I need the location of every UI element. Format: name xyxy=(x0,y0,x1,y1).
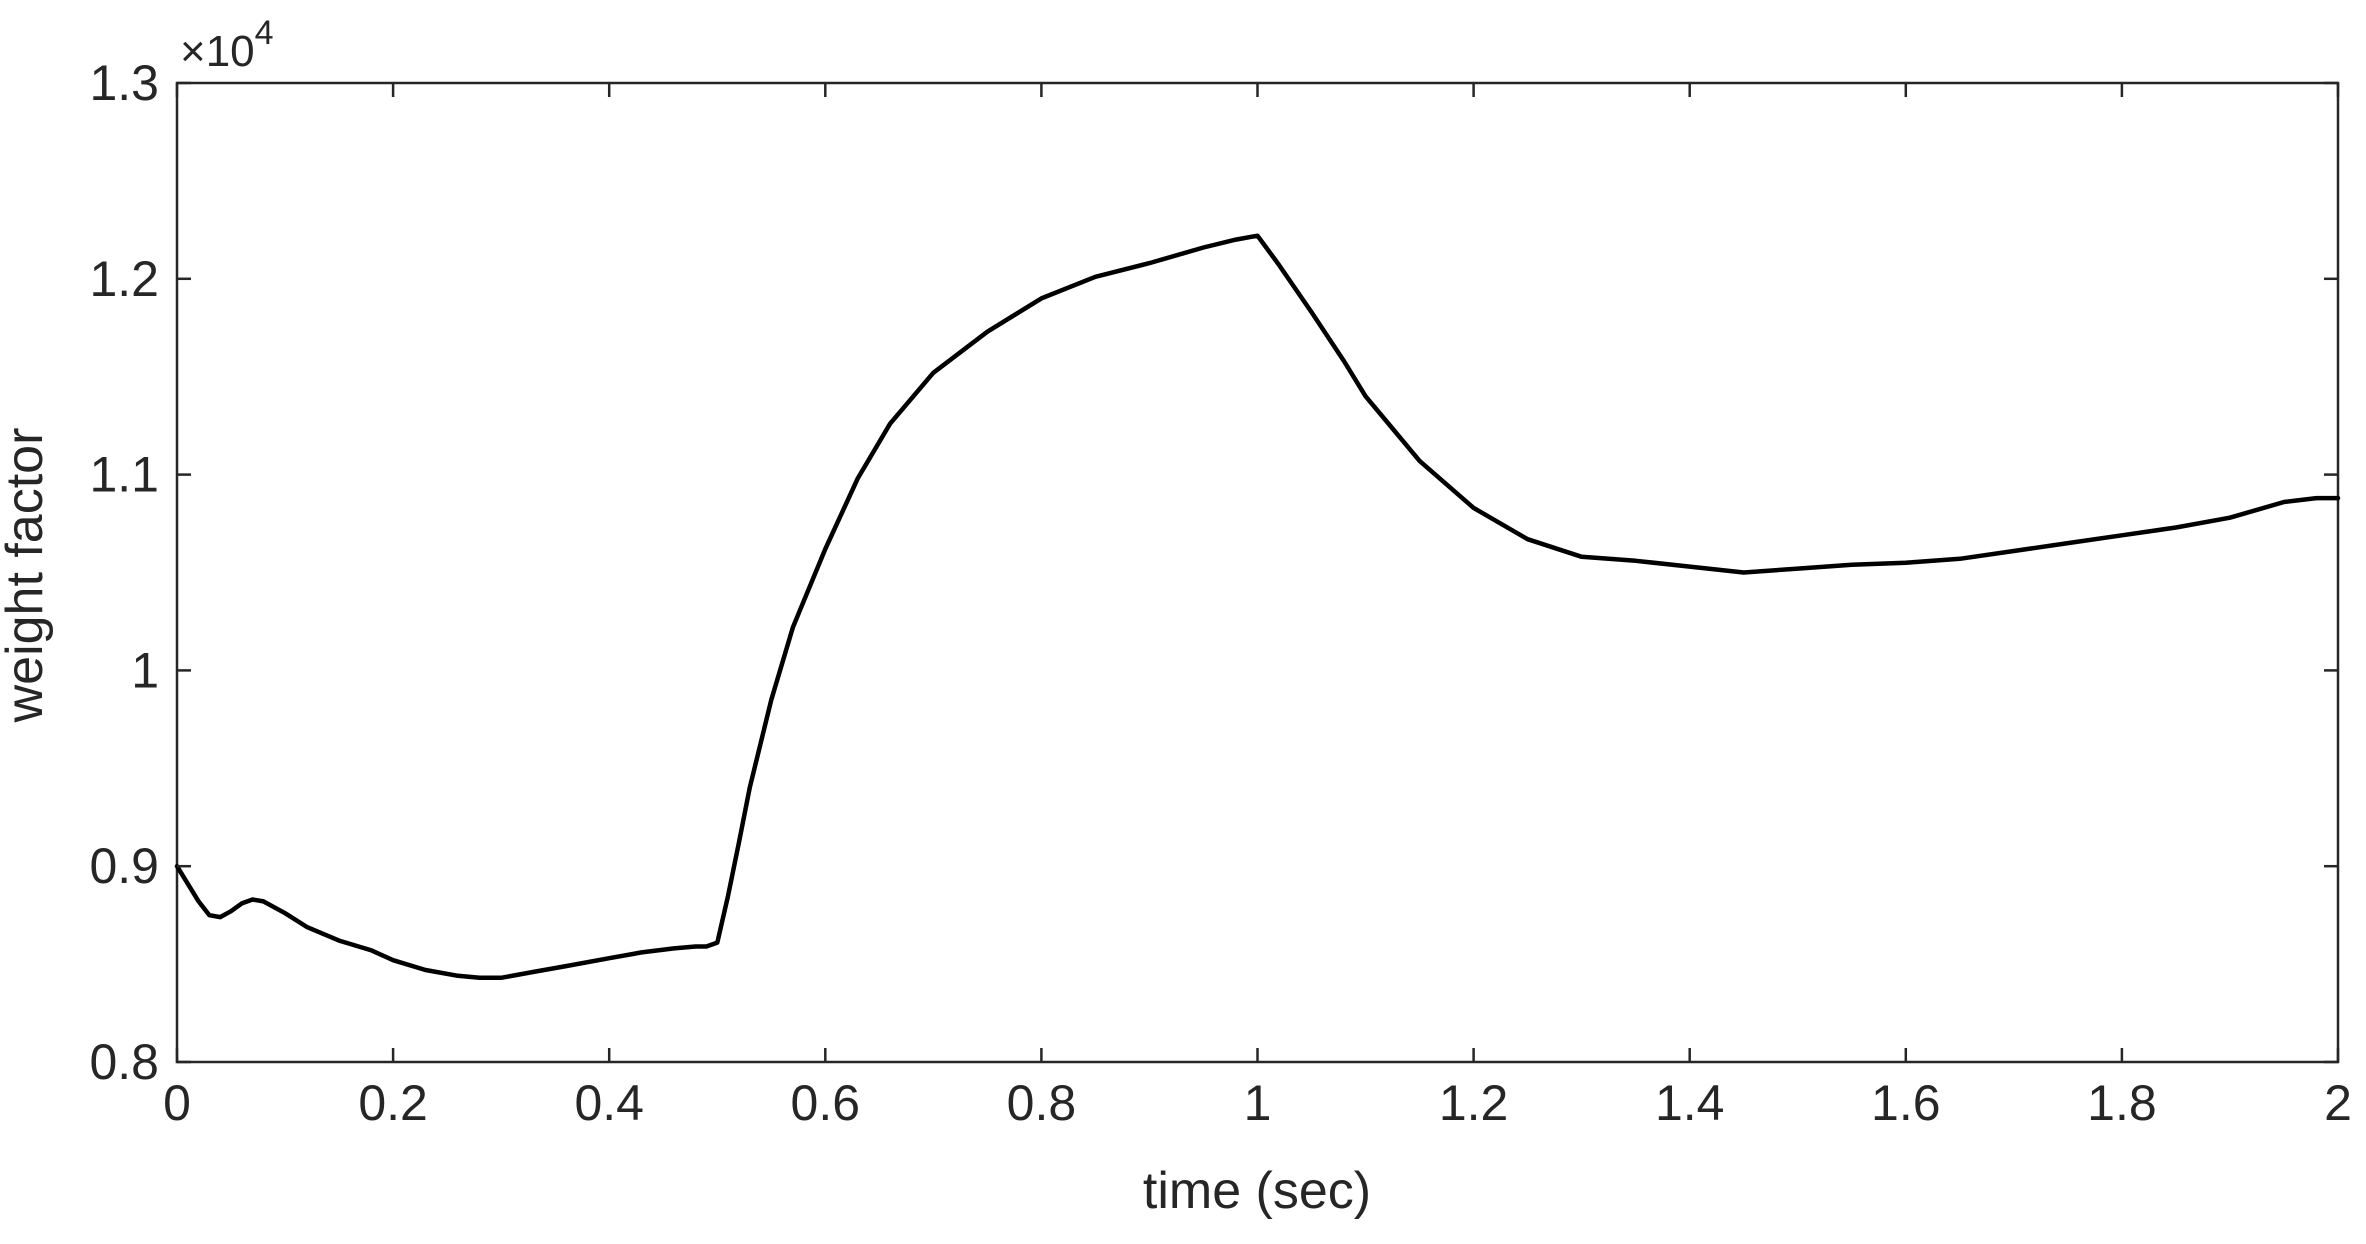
y-tick-label: 1.3 xyxy=(89,55,159,111)
x-tick-label: 1.4 xyxy=(1655,1075,1725,1131)
y-multiplier-base: ×10 xyxy=(180,27,255,76)
y-axis: 0.8 0.9 1 1.1 1.2 1.3 xyxy=(89,55,2338,1090)
x-tick-label: 2 xyxy=(2324,1075,2352,1131)
x-tick-label: 0.2 xyxy=(358,1075,428,1131)
plot-area xyxy=(174,81,2341,1064)
x-tick-label: 0 xyxy=(163,1075,191,1131)
y-tick-label: 0.9 xyxy=(89,838,159,894)
x-tick-label: 1.8 xyxy=(2087,1075,2157,1131)
y-axis-label: weight factor xyxy=(0,428,54,724)
y-tick-label: 0.8 xyxy=(89,1034,159,1090)
y-multiplier-label: ×104 xyxy=(180,14,274,76)
x-tick-label: 0.8 xyxy=(1007,1075,1077,1131)
y-tick-label: 1 xyxy=(131,642,159,698)
x-tick-label: 0.6 xyxy=(791,1075,861,1131)
x-tick-label: 0.4 xyxy=(574,1075,644,1131)
x-axis-label: time (sec) xyxy=(1143,1162,1371,1220)
x-tick-label: 1.6 xyxy=(1871,1075,1941,1131)
y-tick-label: 1.1 xyxy=(89,447,159,503)
x-tick-label: 1.2 xyxy=(1439,1075,1509,1131)
series-line xyxy=(174,233,2341,981)
plot-frame xyxy=(175,81,2340,1064)
y-multiplier-exponent: 4 xyxy=(255,14,274,52)
y-tick-label: 1.2 xyxy=(89,251,159,307)
x-axis: 0 0.2 0.4 0.6 0.8 1 1.2 1.4 1.6 1.8 2 xyxy=(163,83,2352,1131)
x-tick-label: 1 xyxy=(1244,1075,1272,1131)
